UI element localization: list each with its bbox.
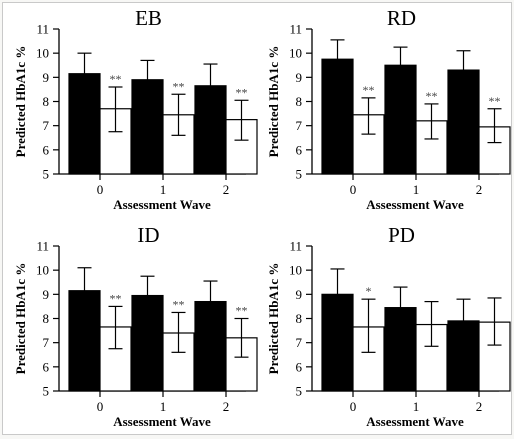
bar-black — [68, 290, 101, 392]
significance-label: ** — [173, 79, 185, 93]
significance-label: ** — [489, 94, 501, 108]
y-axis-label: Predicted HbA1c % — [13, 46, 28, 158]
x-axis-label: Assessment Wave — [113, 414, 211, 429]
x-tick-label: 1 — [413, 182, 420, 197]
x-tick-label: 2 — [223, 182, 230, 197]
y-tick-label: 7 — [43, 335, 50, 350]
figure: EB 5 6 7 8 9 10 11 Predicted HbA1c % ** 0 ** 1 ** 2 Ass… — [2, 2, 512, 435]
x-tick-label: 1 — [160, 182, 167, 197]
y-tick-label: 11 — [289, 22, 302, 37]
x-tick-label: 1 — [413, 399, 420, 414]
y-tick-label: 6 — [296, 142, 303, 157]
chart-panel-pd: PD 5 6 7 8 9 10 11 Predicted HbA1c % * 0 1 2 Assessme… — [266, 223, 511, 429]
y-tick-label: 6 — [43, 142, 50, 157]
panel-title: RD — [387, 6, 416, 30]
significance-label: ** — [236, 85, 248, 99]
y-tick-label: 10 — [36, 263, 49, 278]
y-tick-label: 6 — [296, 359, 303, 374]
y-axis-label: Predicted HbA1c % — [266, 46, 281, 158]
significance-label: ** — [236, 304, 248, 318]
bar-white — [99, 108, 132, 175]
bar-black — [321, 58, 354, 175]
panel-title: PD — [388, 223, 415, 247]
y-tick-label: 9 — [296, 287, 303, 302]
y-tick-label: 9 — [296, 70, 303, 85]
y-tick-label: 9 — [43, 70, 50, 85]
bar-black — [131, 294, 164, 392]
y-tick-label: 11 — [289, 239, 302, 254]
x-tick-label: 0 — [350, 399, 357, 414]
y-tick-label: 8 — [296, 94, 303, 109]
bar-black — [447, 320, 480, 392]
significance-label: ** — [363, 83, 375, 97]
x-tick-label: 1 — [160, 399, 167, 414]
chart-panel-rd: RD 5 6 7 8 9 10 11 Predicted HbA1c % ** 0 ** 1 ** 2 Ass… — [266, 6, 511, 212]
significance-label: ** — [173, 297, 185, 311]
x-axis-label: Assessment Wave — [366, 197, 464, 212]
y-tick-label: 5 — [296, 384, 303, 399]
y-tick-label: 11 — [36, 22, 49, 37]
y-tick-label: 5 — [43, 384, 50, 399]
y-tick-label: 8 — [43, 94, 50, 109]
y-tick-label: 10 — [36, 46, 49, 61]
significance-label: ** — [426, 89, 438, 103]
bar-black — [384, 64, 417, 175]
bar-black — [194, 300, 227, 392]
y-tick-label: 5 — [43, 167, 50, 182]
bar-black — [384, 307, 417, 392]
chart-panel-id: ID 5 6 7 8 9 10 11 Predicted HbA1c % ** 0 ** 1 ** 2 Ass… — [13, 223, 258, 429]
y-tick-label: 9 — [43, 287, 50, 302]
panel-title: ID — [137, 223, 159, 247]
y-tick-label: 7 — [296, 118, 303, 133]
significance-label: * — [366, 284, 372, 298]
x-tick-label: 2 — [223, 399, 230, 414]
x-tick-label: 0 — [97, 399, 104, 414]
x-tick-label: 2 — [476, 182, 483, 197]
y-axis-label: Predicted HbA1c % — [13, 263, 28, 375]
significance-label: ** — [110, 291, 122, 305]
bar-black — [131, 79, 164, 175]
bar-black — [68, 73, 101, 175]
x-axis-label: Assessment Wave — [366, 414, 464, 429]
bar-black — [194, 85, 227, 175]
y-tick-label: 11 — [36, 239, 49, 254]
y-tick-label: 6 — [43, 359, 50, 374]
y-axis-label: Predicted HbA1c % — [266, 263, 281, 375]
y-tick-label: 7 — [43, 118, 50, 133]
y-tick-label: 8 — [43, 311, 50, 326]
x-axis-label: Assessment Wave — [113, 197, 211, 212]
bar-black — [447, 69, 480, 175]
bar-black — [321, 293, 354, 392]
x-tick-label: 0 — [350, 182, 357, 197]
y-tick-label: 10 — [289, 46, 302, 61]
x-tick-label: 2 — [476, 399, 483, 414]
y-tick-label: 10 — [289, 263, 302, 278]
panel-title: EB — [135, 6, 162, 30]
chart-panel-eb: EB 5 6 7 8 9 10 11 Predicted HbA1c % ** 0 ** 1 ** 2 Ass… — [13, 6, 258, 212]
x-tick-label: 0 — [97, 182, 104, 197]
significance-label: ** — [110, 72, 122, 86]
y-tick-label: 7 — [296, 335, 303, 350]
y-tick-label: 8 — [296, 311, 303, 326]
y-tick-label: 5 — [296, 167, 303, 182]
